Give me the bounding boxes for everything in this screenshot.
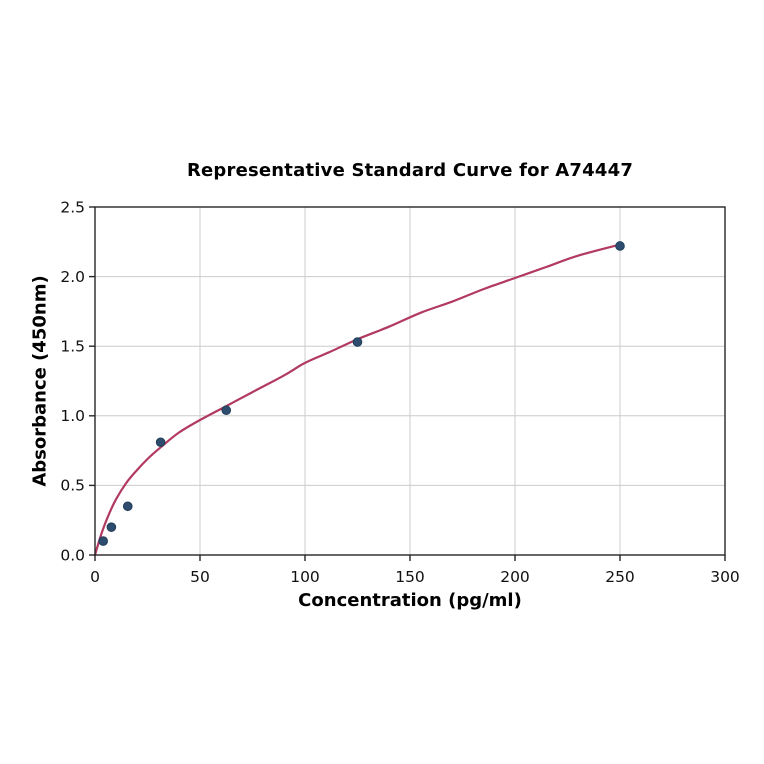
x-tick-label: 50 — [190, 568, 210, 586]
standard-point — [155, 437, 166, 448]
x-tick-label: 150 — [395, 568, 425, 586]
standard-point — [615, 241, 625, 251]
standard-point — [352, 337, 363, 347]
data-points — [98, 241, 625, 546]
standard-point — [106, 522, 117, 532]
x-tick-label: 100 — [290, 568, 320, 586]
tick-marks — [89, 206, 726, 561]
tick-labels: 0 50 100 150 200 250 300 0.0 0.5 1.0 1.5 2.0 2.5 — [60, 198, 739, 586]
standard-point — [221, 405, 232, 416]
y-tick-label: 0.5 — [60, 477, 85, 495]
x-tick-label: 200 — [500, 568, 530, 586]
y-tick-label: 2.0 — [60, 268, 85, 286]
y-tick-label: 1.0 — [60, 407, 85, 425]
x-tick-label: 300 — [710, 568, 740, 586]
fit-curve-path — [93, 243, 622, 557]
standard-point — [122, 501, 133, 512]
x-axis-label: Concentration (pg/ml) — [298, 590, 522, 611]
y-tick-label: 0.0 — [60, 546, 85, 564]
standard-point — [98, 536, 108, 546]
x-tick-label: 0 — [90, 568, 100, 586]
fit-curve — [93, 243, 622, 557]
y-tick-label: 2.5 — [60, 198, 85, 216]
y-axis-label: Absorbance (450nm) — [29, 275, 51, 487]
gridlines — [94, 206, 726, 556]
chart-title: Representative Standard Curve for A74447 — [186, 160, 634, 181]
y-tick-label: 1.5 — [60, 338, 85, 356]
x-tick-label: 250 — [605, 568, 635, 586]
